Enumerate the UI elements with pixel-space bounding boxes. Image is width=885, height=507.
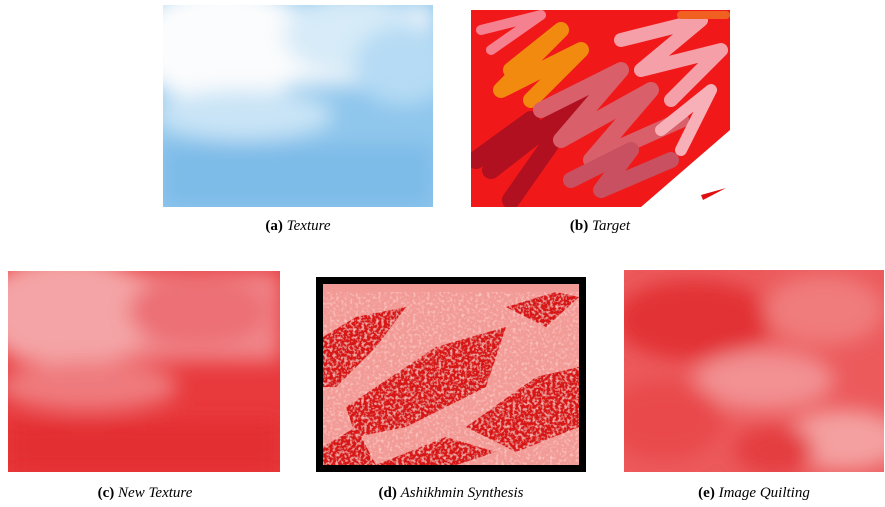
panel-caption: Target (592, 218, 630, 234)
panel-caption: Ashikhmin Synthesis (401, 485, 524, 501)
caption: (e) Image Quilting (698, 485, 810, 502)
panel-caption: Texture (287, 218, 331, 234)
panel-label: (c) (98, 485, 115, 501)
caption: (a) Texture (265, 218, 330, 235)
panel-label: (e) (698, 485, 715, 501)
ashikhmin-image (316, 277, 586, 472)
figure-page: {"figure": {"panels": [ {"label": "(a)",… (0, 0, 885, 507)
panel-label: (d) (379, 485, 397, 501)
caption: (c) New Texture (98, 485, 193, 502)
panel-caption: Image Quilting (719, 485, 810, 501)
new-texture-image (8, 271, 280, 472)
panel-label: (a) (265, 218, 283, 234)
texture-image (163, 5, 433, 207)
panel-label: (b) (570, 218, 588, 234)
caption: (d) Ashikhmin Synthesis (379, 485, 524, 502)
target-image (471, 10, 730, 207)
caption: (b) Target (570, 218, 630, 235)
panel-caption: New Texture (118, 485, 192, 501)
image-quilting-image (624, 270, 884, 472)
